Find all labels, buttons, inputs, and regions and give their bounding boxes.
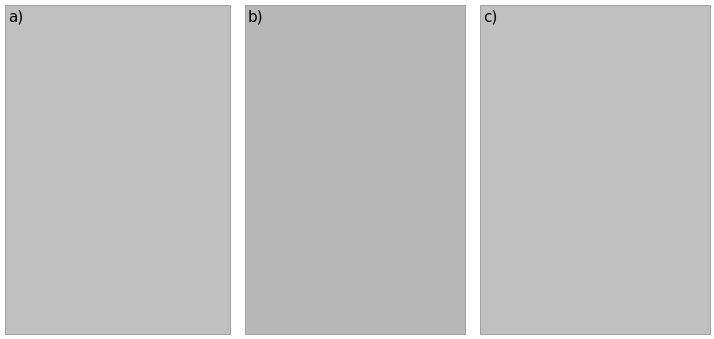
FancyBboxPatch shape	[480, 5, 710, 334]
Text: c): c)	[483, 9, 498, 24]
FancyBboxPatch shape	[5, 5, 230, 334]
FancyBboxPatch shape	[245, 5, 465, 334]
Text: b): b)	[248, 9, 263, 24]
Text: a): a)	[8, 9, 24, 24]
